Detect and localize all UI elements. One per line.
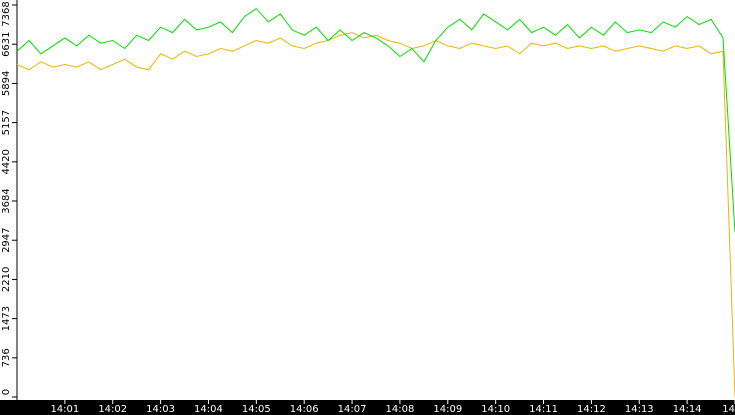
y-tick-label: 7368 — [1, 1, 12, 26]
y-tick-label: 2210 — [1, 267, 12, 292]
x-tick-label: 14:14 — [673, 404, 702, 415]
y-tick-label: 736 — [1, 348, 12, 367]
x-tick-label: 14:08 — [386, 404, 415, 415]
x-axis-band — [0, 400, 735, 415]
y-tick-label: 5157 — [1, 110, 12, 135]
y-tick-label: 0 — [1, 389, 12, 395]
x-tick-label: 14:07 — [338, 404, 367, 415]
x-tick-label: 14:04 — [194, 404, 223, 415]
y-tick-label: 2947 — [1, 227, 12, 252]
x-tick-label: 14:06 — [290, 404, 319, 415]
series-line — [16, 7, 735, 233]
series-line — [16, 32, 735, 398]
x-tick-label: 14:09 — [433, 404, 462, 415]
y-tick-label: 1473 — [1, 306, 12, 331]
x-tick-label: 14:11 — [529, 404, 558, 415]
y-tick-label: 5894 — [1, 71, 12, 96]
x-tick-label: 14:02 — [98, 404, 127, 415]
y-tick-label: 6631 — [1, 31, 12, 56]
x-tick-label: 14:01 — [50, 404, 79, 415]
x-tick-label: 14:10 — [481, 404, 510, 415]
x-tick-label: 14:03 — [146, 404, 175, 415]
y-tick-label: 4420 — [1, 149, 12, 174]
x-tick-label: 14:13 — [625, 404, 654, 415]
y-tick-label: 3684 — [1, 188, 12, 213]
x-tick-label: 14 — [722, 404, 735, 415]
x-tick-label: 14:05 — [242, 404, 271, 415]
x-tick-label: 14:12 — [577, 404, 606, 415]
